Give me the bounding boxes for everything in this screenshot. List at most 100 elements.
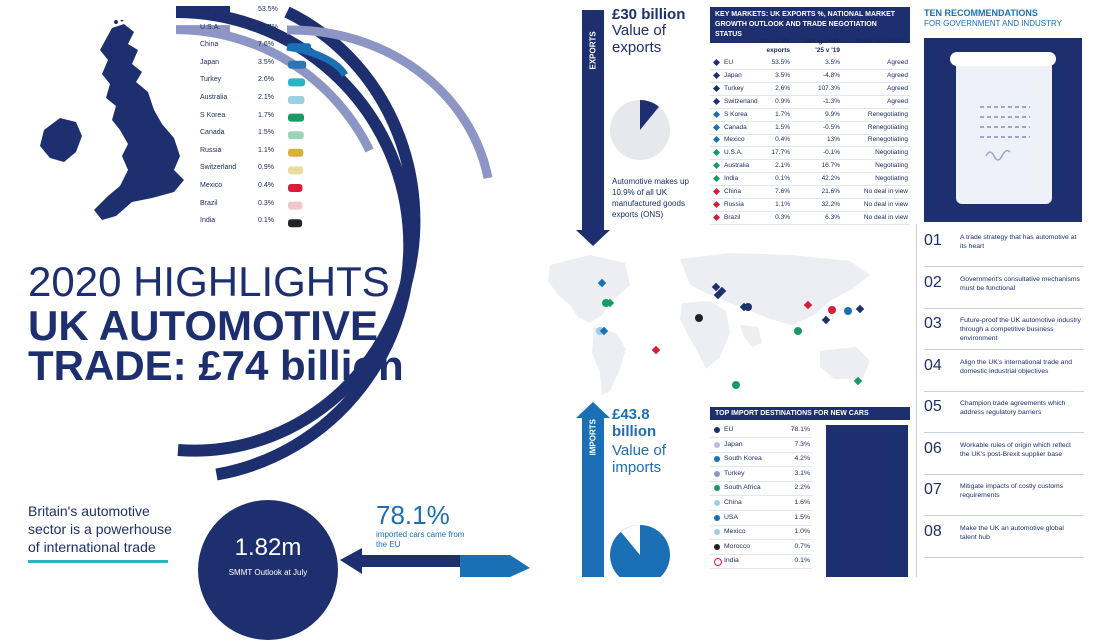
key-market-status: No deal in view [863,200,908,208]
import-row: India 0.1% [710,554,812,570]
export-arcs [175,6,493,481]
key-market-status: Negotiating [875,162,908,170]
key-market-name: China [724,188,741,195]
key-market-name: Mexico [724,136,745,144]
key-market-row: India 0.1% 42.2% Negotiating [710,173,910,187]
export-car-bar [288,60,307,69]
key-market-share: 1.7% [775,110,790,118]
key-market-share: 0.9% [775,97,790,105]
import-country-name: South Korea [724,455,762,463]
key-market-status: Agreed [887,71,908,79]
recommendation-text: Make the UK an automotive global talent … [960,524,1064,541]
recommendation-text: Champion trade agreements which address … [960,400,1066,416]
recommendation-number: 04 [924,356,942,374]
import-row: Japan 7.3% [710,438,812,453]
diamond-icon [712,187,721,196]
key-market-share: 1.5% [775,123,790,131]
map-marker [744,303,752,311]
import-country-name: South Africa [724,484,761,492]
export-car-bar [288,148,304,157]
diamond-icon [712,149,721,157]
map-marker [821,315,831,325]
recommendation-number: 05 [924,398,942,415]
key-market-status: Negotiating [875,149,908,157]
map-marker [651,345,661,355]
export-country-share: 17.7% [258,23,278,31]
key-market-row: S Korea 1.7% 9.9% Renegotiating [710,109,910,122]
key-market-status: No deal in view [863,213,908,221]
export-country-name: India [200,217,216,225]
import-country-share: 78.1% [790,426,810,433]
key-market-status: No deal in view [863,188,908,195]
key-market-row: Russia 1.1% 32.2% No deal in view [710,199,910,212]
diamond-icon [712,71,721,79]
import-country-share: 0.7% [794,542,811,550]
key-market-growth: 13% [826,136,840,144]
key-market-name: Canada [724,123,747,131]
key-market-share: 3.5% [775,71,790,79]
import-country-name: Mexico [724,528,746,536]
map-marker [855,304,865,314]
dot-icon [714,514,720,521]
key-market-growth: 6.3% [825,213,840,221]
map-marker [853,376,863,386]
key-market-growth: -4.8% [823,71,840,79]
export-country-name: U.S.A. [200,23,221,31]
key-markets-col-growth: LMC growth '25 v '19 [802,38,840,54]
map-marker [794,327,802,335]
key-market-name: EU [724,59,734,66]
key-market-status: Agreed [887,84,908,92]
key-market-name: Turkey [724,84,744,92]
diamond-icon [712,175,721,183]
recommendation-item: 02 Government's consultative mechanisms m… [924,274,1084,309]
dot-icon [714,500,720,506]
import-country-name: India [724,557,739,565]
diamond-icon [712,136,721,144]
key-market-status: Agreed [887,97,908,105]
recommendation-item: 05 Champion trade agreements which addres… [924,398,1084,433]
diamond-icon [712,97,721,105]
export-country-share: 53.5% [258,6,278,13]
recommendation-text: Future-proof the UK automotive industry … [960,317,1081,342]
diamond-icon [712,110,721,118]
diamond-icon [712,200,721,208]
world-map [548,253,870,395]
import-country-name: Turkey [724,469,745,477]
export-country-share: 3.5% [258,58,274,66]
china-export-arc [286,43,349,77]
key-market-share: 0.1% [775,175,790,183]
headline: 2020 HIGHLIGHTS UK AUTOMOTIVE TRADE: £74… [28,258,404,387]
recommendation-item: 07 Mitigate impacts of costly customs req… [924,481,1084,516]
usa-export-arc [286,25,493,179]
map-marker [695,314,703,322]
key-market-row: Brazil 0.3% 6.3% No deal in view [710,212,910,225]
powerhouse-text: Britain's automotive sector is a powerho… [28,503,172,555]
recommendations-subtitle: FOR GOVERNMENT AND INDUSTRY [924,19,1062,28]
key-market-growth: 32.2% [821,200,840,208]
recommendation-text: A trade strategy that has automotive at … [960,234,1077,250]
import-row: USA 1.5% [710,511,812,526]
export-country-name: Switzerland [200,164,237,172]
import-country-share: 3.1% [794,469,811,477]
import-row: Mexico 1.0% [710,525,812,541]
export-country-share: 1.5% [258,129,274,137]
import-country-name: Japan [724,440,743,448]
headline-line-1: 2020 HIGHLIGHTS [28,258,390,305]
key-market-status: Renegotiating [867,110,908,118]
key-markets-col-status: Trade deal status [854,38,908,45]
import-row: Morocco 0.7% [710,540,812,555]
key-market-name: Russia [724,200,744,208]
export-country-name: Japan [200,58,220,66]
export-country-share: 7.6% [258,41,274,49]
recommendation-item: 04 Align the UK's international trade and… [924,357,1084,392]
exports-value: £30 billion [612,6,686,23]
key-market-name: U.S.A. [724,149,743,157]
import-row: Turkey 3.1% [710,467,812,482]
key-market-growth: 107.3% [817,84,840,92]
import-country-share: 7.3% [794,440,811,448]
import-country-share: 2.2% [794,484,811,492]
key-market-share: 0.4% [775,136,790,144]
powerhouse-underline [28,560,168,563]
key-market-status: Renegotiating [867,136,908,144]
imports-arrow-left [340,548,530,577]
